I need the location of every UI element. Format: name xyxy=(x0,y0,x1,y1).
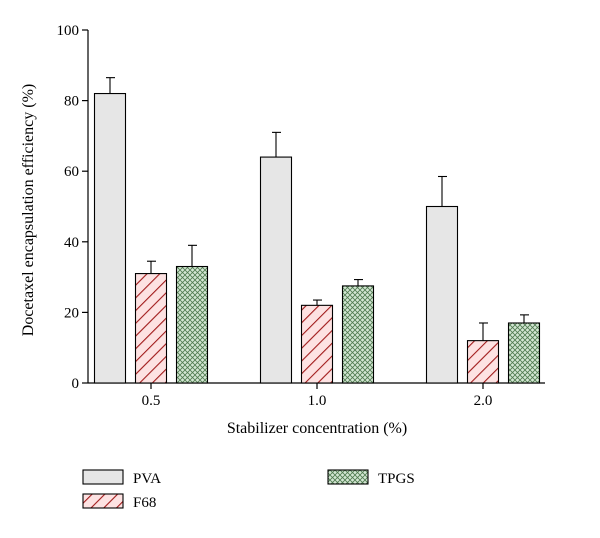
y-tick-label: 20 xyxy=(64,305,79,321)
legend: PVA F68 TPGS xyxy=(82,469,415,511)
x-tick-label: 0.5 xyxy=(142,393,161,409)
x-axis-title: Stabilizer concentration (%) xyxy=(227,420,407,437)
legend-swatch-pva xyxy=(82,469,124,485)
y-tick-label: 40 xyxy=(64,235,79,251)
bars xyxy=(93,77,541,384)
y-tick-label: 60 xyxy=(64,164,79,180)
legend-swatch-f68 xyxy=(82,493,124,509)
bar-tpgs-1.0 xyxy=(341,285,375,384)
x-tick-label: 1.0 xyxy=(308,393,327,409)
legend-label-pva: PVA xyxy=(133,471,161,487)
legend-label-f68: F68 xyxy=(133,495,156,511)
bar-pva-2.0 xyxy=(425,205,459,384)
bar-tpgs-2.0 xyxy=(507,322,541,384)
x-ticks: 0.5 1.0 2.0 xyxy=(142,383,493,409)
bar-tpgs-0.5 xyxy=(175,265,209,384)
y-axis-title: Docetaxel encapsulation efficiency (%) xyxy=(20,84,37,336)
bar-pva-0.5 xyxy=(93,92,127,384)
bar-pva-1.0 xyxy=(259,156,293,384)
legend-label-tpgs: TPGS xyxy=(378,471,415,487)
bar-f68-0.5 xyxy=(134,273,168,384)
x-tick-label: 2.0 xyxy=(474,393,493,409)
y-tick-label: 100 xyxy=(57,23,80,39)
y-tick-label: 80 xyxy=(64,94,79,110)
y-tick-label: 0 xyxy=(72,376,80,392)
bar-f68-2.0 xyxy=(466,340,500,384)
bar-f68-1.0 xyxy=(300,304,334,384)
legend-swatch-tpgs xyxy=(327,469,369,485)
y-ticks: 0 20 40 60 80 100 xyxy=(57,23,88,392)
plot-area: 0 20 40 60 80 100 0.5 1.0 2.0 xyxy=(57,23,545,409)
